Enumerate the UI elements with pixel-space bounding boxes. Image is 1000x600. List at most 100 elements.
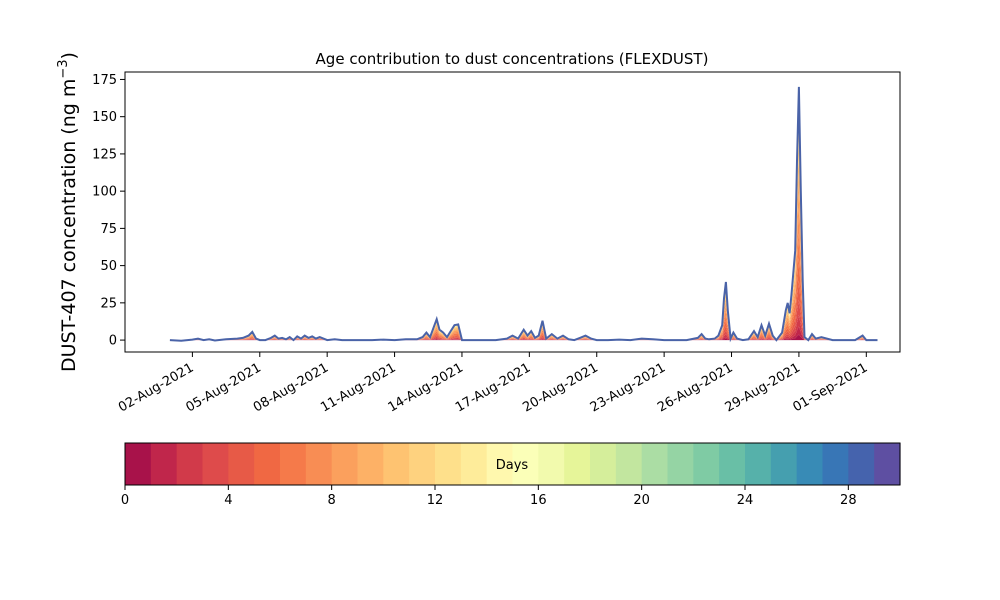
colorbar-cell — [641, 443, 669, 485]
age-layer-29 — [169, 86, 878, 341]
colorbar-tick-label: 24 — [737, 493, 754, 508]
age-layer-26 — [169, 88, 878, 341]
colorbar-cell — [719, 443, 746, 485]
y-axis-label-text: DUST-407 concentration (ng m — [58, 79, 80, 372]
age-layer-27 — [169, 87, 878, 341]
age-layer-22 — [169, 90, 878, 341]
y-tick-label: 100 — [92, 185, 117, 200]
age-layer-6 — [169, 233, 878, 341]
x-tick-label: 26-Aug-2021 — [655, 360, 735, 415]
colorbar-tick-label: 20 — [633, 493, 650, 508]
x-tick-label: 23-Aug-2021 — [588, 360, 668, 415]
colorbar-cell — [848, 443, 875, 485]
colorbar-cell — [564, 443, 591, 485]
age-layer-20 — [169, 91, 878, 341]
colorbar-cell — [202, 443, 229, 485]
y-tick-label: 175 — [92, 73, 117, 88]
x-tick-label: 17-Aug-2021 — [453, 360, 533, 415]
colorbar-cell — [822, 443, 849, 485]
y-axis-label-superscript: −3 — [56, 59, 71, 78]
colorbar-cell — [435, 443, 462, 485]
x-tick-label: 20-Aug-2021 — [520, 360, 600, 415]
colorbar-cell — [590, 443, 617, 485]
colorbar-cell — [667, 443, 694, 485]
colorbar-cell — [280, 443, 307, 485]
colorbar-cell — [693, 443, 720, 485]
age-layer-25 — [169, 88, 878, 341]
colorbar-tick-label: 8 — [328, 493, 336, 508]
y-axis-label: DUST-407 concentration (ng m−3) — [56, 52, 80, 372]
colorbar-cells — [125, 443, 901, 485]
colorbar-tick-label: 4 — [224, 493, 232, 508]
y-tick-label: 0 — [109, 334, 117, 349]
age-layer-8 — [169, 182, 878, 341]
total-concentration-line — [169, 86, 878, 343]
colorbar-cell — [357, 443, 384, 485]
y-axis-label-close: ) — [58, 52, 80, 59]
age-layer-5 — [169, 258, 878, 341]
x-tick-label: 08-Aug-2021 — [251, 360, 331, 415]
age-layer-12 — [169, 114, 878, 341]
colorbar-cell — [150, 443, 178, 485]
age-layer-17 — [169, 93, 878, 341]
colorbar-cell — [874, 443, 901, 485]
colorbar-cell — [409, 443, 436, 485]
colorbar-cell — [615, 443, 643, 485]
colorbar-cell — [770, 443, 798, 485]
colorbar-cell — [538, 443, 565, 485]
y-tick-label: 150 — [92, 110, 117, 125]
colorbar-frame — [124, 442, 901, 486]
colorbar-cell — [486, 443, 514, 485]
x-tick-label: 01-Sep-2021 — [790, 360, 870, 415]
age-layer-18 — [169, 92, 878, 341]
y-tick-label: 75 — [100, 222, 117, 237]
age-layer-9 — [169, 160, 878, 341]
x-tick-label: 05-Aug-2021 — [183, 360, 263, 415]
x-tick-label: 29-Aug-2021 — [723, 360, 803, 415]
colorbar-tick-label: 12 — [427, 493, 444, 508]
colorbar-tick-label: 28 — [840, 493, 857, 508]
colorbar-cell — [745, 443, 772, 485]
chart-title: Age contribution to dust concentrations … — [316, 50, 709, 68]
age-colorbar: Days 0 4 8 12 16 20 24 28 — [121, 442, 901, 508]
colorbar-cell — [125, 443, 152, 485]
y-tick-label: 125 — [92, 147, 117, 162]
age-layer-16 — [169, 95, 878, 341]
colorbar-cell — [796, 443, 824, 485]
colorbar-cell — [176, 443, 204, 485]
plot-frame — [124, 71, 901, 353]
x-axis-ticks: 02-Aug-202105-Aug-202108-Aug-202111-Aug-… — [116, 352, 870, 416]
colorbar-label: Days — [496, 458, 529, 473]
plot-area — [124, 71, 901, 353]
colorbar-cell — [254, 443, 281, 485]
age-layer-19 — [169, 92, 878, 341]
colorbar-cell — [383, 443, 410, 485]
age-layer-14 — [169, 100, 878, 341]
colorbar-cell — [228, 443, 255, 485]
x-tick-label: 02-Aug-2021 — [116, 360, 196, 415]
svg-text:DUST-407 concentration (ng m−3: DUST-407 concentration (ng m−3) — [56, 52, 80, 372]
colorbar-cell — [331, 443, 359, 485]
age-layer-15 — [169, 97, 878, 341]
colorbar-ticks: 0 4 8 12 16 20 24 28 — [121, 485, 857, 508]
x-tick-label: 14-Aug-2021 — [386, 360, 466, 415]
colorbar-tick-label: 0 — [121, 493, 129, 508]
colorbar-cell — [305, 443, 333, 485]
y-tick-label: 25 — [100, 296, 117, 311]
y-axis-ticks: 0 25 50 75 100 125 150 175 — [92, 73, 125, 349]
age-layer-7 — [169, 207, 878, 341]
age-layer-10 — [169, 141, 878, 341]
age-layer-13 — [169, 106, 878, 341]
colorbar-cell — [512, 443, 539, 485]
y-tick-label: 50 — [100, 259, 117, 274]
age-layer-28 — [169, 87, 878, 341]
age-layer-21 — [169, 90, 878, 341]
x-tick-label: 11-Aug-2021 — [318, 360, 398, 415]
colorbar-tick-label: 16 — [530, 493, 547, 508]
age-layer-11 — [169, 126, 878, 341]
age-layer-23 — [169, 89, 878, 341]
age-stack-layers — [169, 86, 878, 341]
age-layer-24 — [169, 89, 878, 341]
colorbar-cell — [460, 443, 488, 485]
